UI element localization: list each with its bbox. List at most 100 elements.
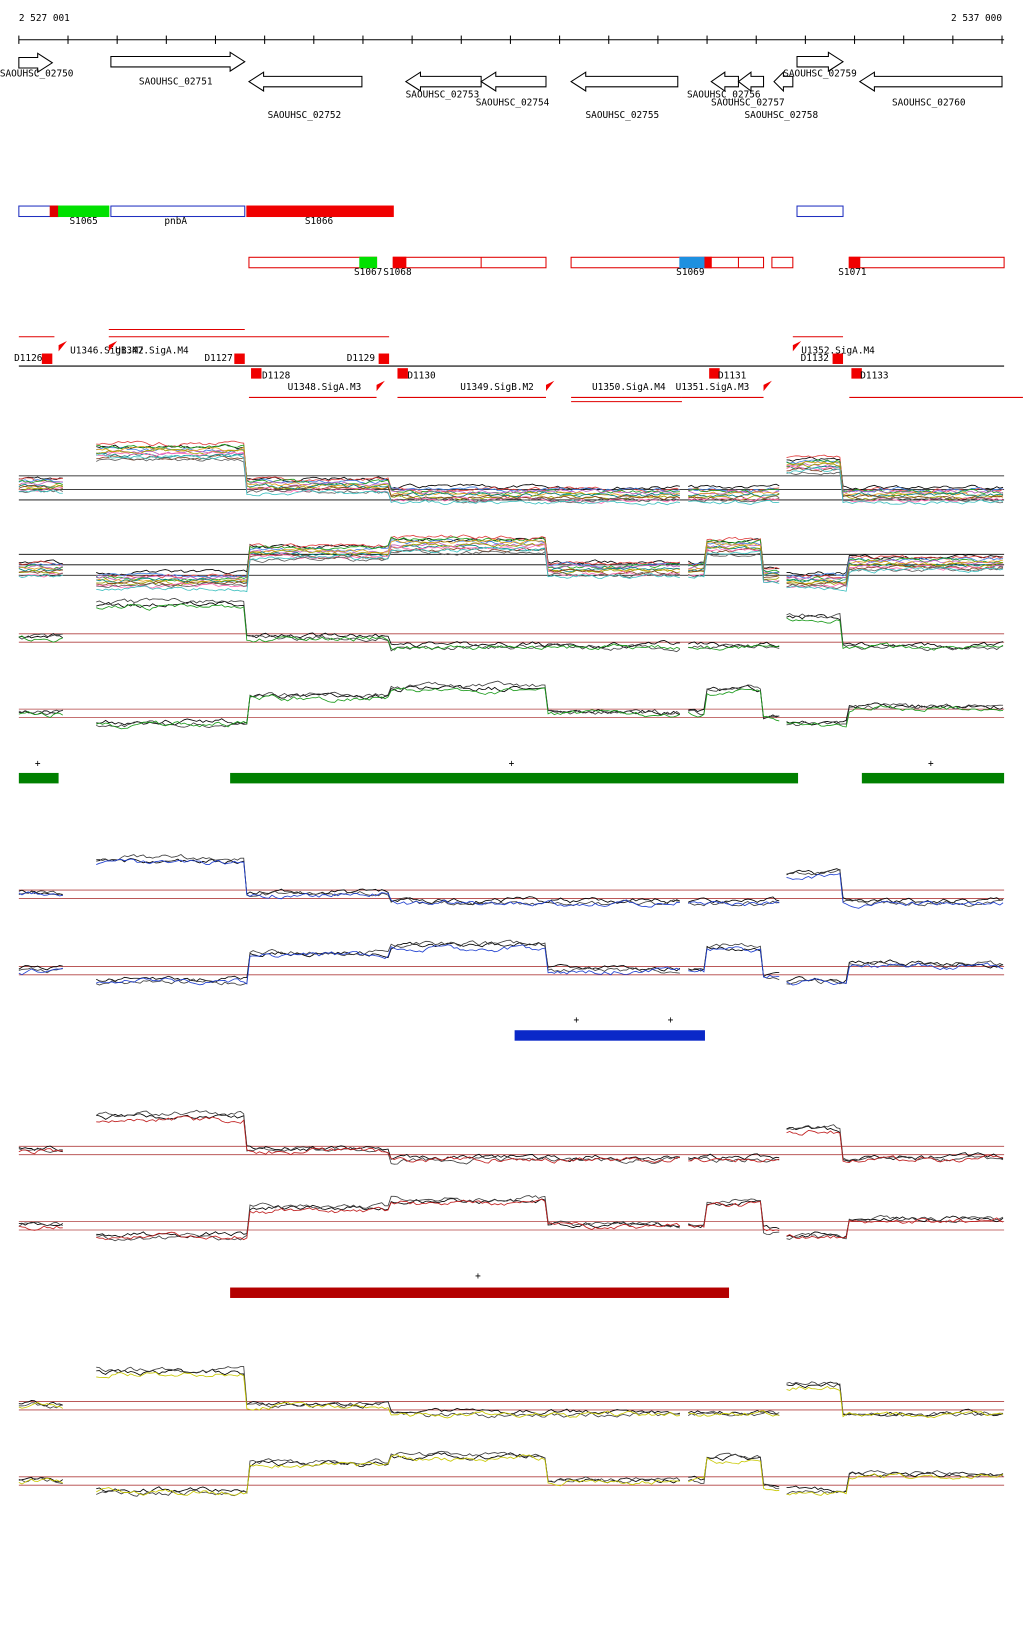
signal-line <box>18 1477 63 1485</box>
gene-arrow <box>18 52 54 74</box>
signal-line <box>96 440 681 493</box>
signal-line <box>18 1401 63 1409</box>
signal-line <box>18 479 63 485</box>
upstream-label: U1349.SigB.M2 <box>460 382 534 393</box>
signal-line <box>688 550 780 584</box>
gene-arrow <box>480 71 547 92</box>
upstream-label: U1351.SigA.M3 <box>676 382 750 393</box>
signal-line <box>688 547 780 579</box>
signal-line <box>96 685 681 726</box>
axis-start: 2 527 001 <box>19 13 70 24</box>
gene-label: SAOUHSC_02750 <box>0 68 74 79</box>
signal-line <box>786 456 1004 491</box>
plus-marker: + <box>573 1015 579 1026</box>
upstream-label: U1347.SigA.M4 <box>115 346 189 357</box>
feature-label: S1071 <box>838 267 867 278</box>
signal-line <box>96 1198 681 1241</box>
signal-line <box>688 1198 780 1236</box>
signal-line <box>688 495 780 503</box>
feature-box <box>246 205 394 218</box>
signal-line <box>786 564 1004 586</box>
gene-arrow <box>404 71 482 92</box>
signal-line <box>96 687 681 730</box>
signal-line <box>18 564 63 570</box>
gene-label: SAOUHSC_02753 <box>406 89 480 100</box>
signal-line <box>96 1452 680 1494</box>
signal-line <box>688 942 780 981</box>
signal-line <box>96 944 681 986</box>
signal-line <box>688 643 780 650</box>
gene-arrow <box>570 71 679 92</box>
signal-line <box>786 555 1004 579</box>
signal-line <box>786 702 1004 726</box>
downstream-label: D1132 <box>801 353 829 364</box>
gene-label: SAOUHSC_02752 <box>268 110 342 121</box>
feature-label: S1069 <box>676 267 705 278</box>
signal-line <box>786 868 1004 904</box>
signal-line <box>18 891 63 897</box>
signal-line <box>688 483 780 489</box>
signal-line <box>96 453 680 506</box>
signal-line <box>688 1153 780 1161</box>
gene-arrow <box>773 70 794 93</box>
signal-line <box>688 545 780 576</box>
signal-line <box>688 1200 780 1230</box>
promoter-flag <box>763 380 772 392</box>
signal-line <box>688 644 780 651</box>
region-bar <box>861 772 1005 784</box>
signal-line <box>688 1410 780 1416</box>
signal-line <box>786 467 1004 506</box>
feature-label: S1068 <box>383 267 412 278</box>
signal-line <box>688 1156 780 1163</box>
signal-line <box>688 1410 780 1417</box>
upstream-label: U1352.SigA.M4 <box>801 346 875 357</box>
signal-line <box>96 549 681 588</box>
signal-line <box>688 1452 780 1490</box>
plus-marker: + <box>475 1271 481 1282</box>
signal-line <box>688 491 780 497</box>
signal-line <box>96 600 680 649</box>
downstream-mark <box>41 353 53 364</box>
feature-box <box>110 205 246 218</box>
signal-line <box>786 461 1004 498</box>
signal-line <box>687 688 780 722</box>
signal-line <box>18 633 63 640</box>
signal-line <box>18 967 63 976</box>
feature-box <box>392 256 547 269</box>
feature-box <box>570 256 765 269</box>
signal-line <box>688 499 780 505</box>
signal-line <box>688 544 780 580</box>
signal-line <box>18 484 63 491</box>
signal-line <box>688 541 780 576</box>
gene-label: SAOUHSC_02760 <box>892 98 966 109</box>
signal-line <box>786 459 1004 494</box>
region-bar <box>230 772 799 784</box>
signal-line <box>688 1158 780 1163</box>
signal-line <box>688 488 780 494</box>
signal-line <box>18 1221 63 1227</box>
signal-line <box>96 680 681 728</box>
gene-arrow <box>858 71 1003 92</box>
signal-line <box>786 1381 1004 1417</box>
signal-line <box>18 481 63 486</box>
signal-line <box>18 485 63 491</box>
signal-line <box>786 703 1004 726</box>
signal-line <box>96 1454 680 1496</box>
signal-line <box>96 542 680 587</box>
signal-line <box>688 901 780 907</box>
feature-box <box>359 256 378 269</box>
gene-label: SAOUHSC_02756 <box>687 89 761 100</box>
signal-line <box>786 868 1004 907</box>
signal-line <box>96 939 680 986</box>
signal-line <box>96 857 681 906</box>
downstream-label: D1128 <box>262 371 291 382</box>
signal-line <box>786 962 1004 986</box>
signal-line <box>688 1410 780 1417</box>
signal-line <box>688 1201 780 1232</box>
signal-line <box>96 941 681 983</box>
signal-line <box>96 1366 680 1419</box>
signal-line <box>688 946 780 979</box>
signal-line <box>688 685 780 720</box>
signal-line <box>688 1457 780 1492</box>
signal-line <box>786 1385 1004 1419</box>
